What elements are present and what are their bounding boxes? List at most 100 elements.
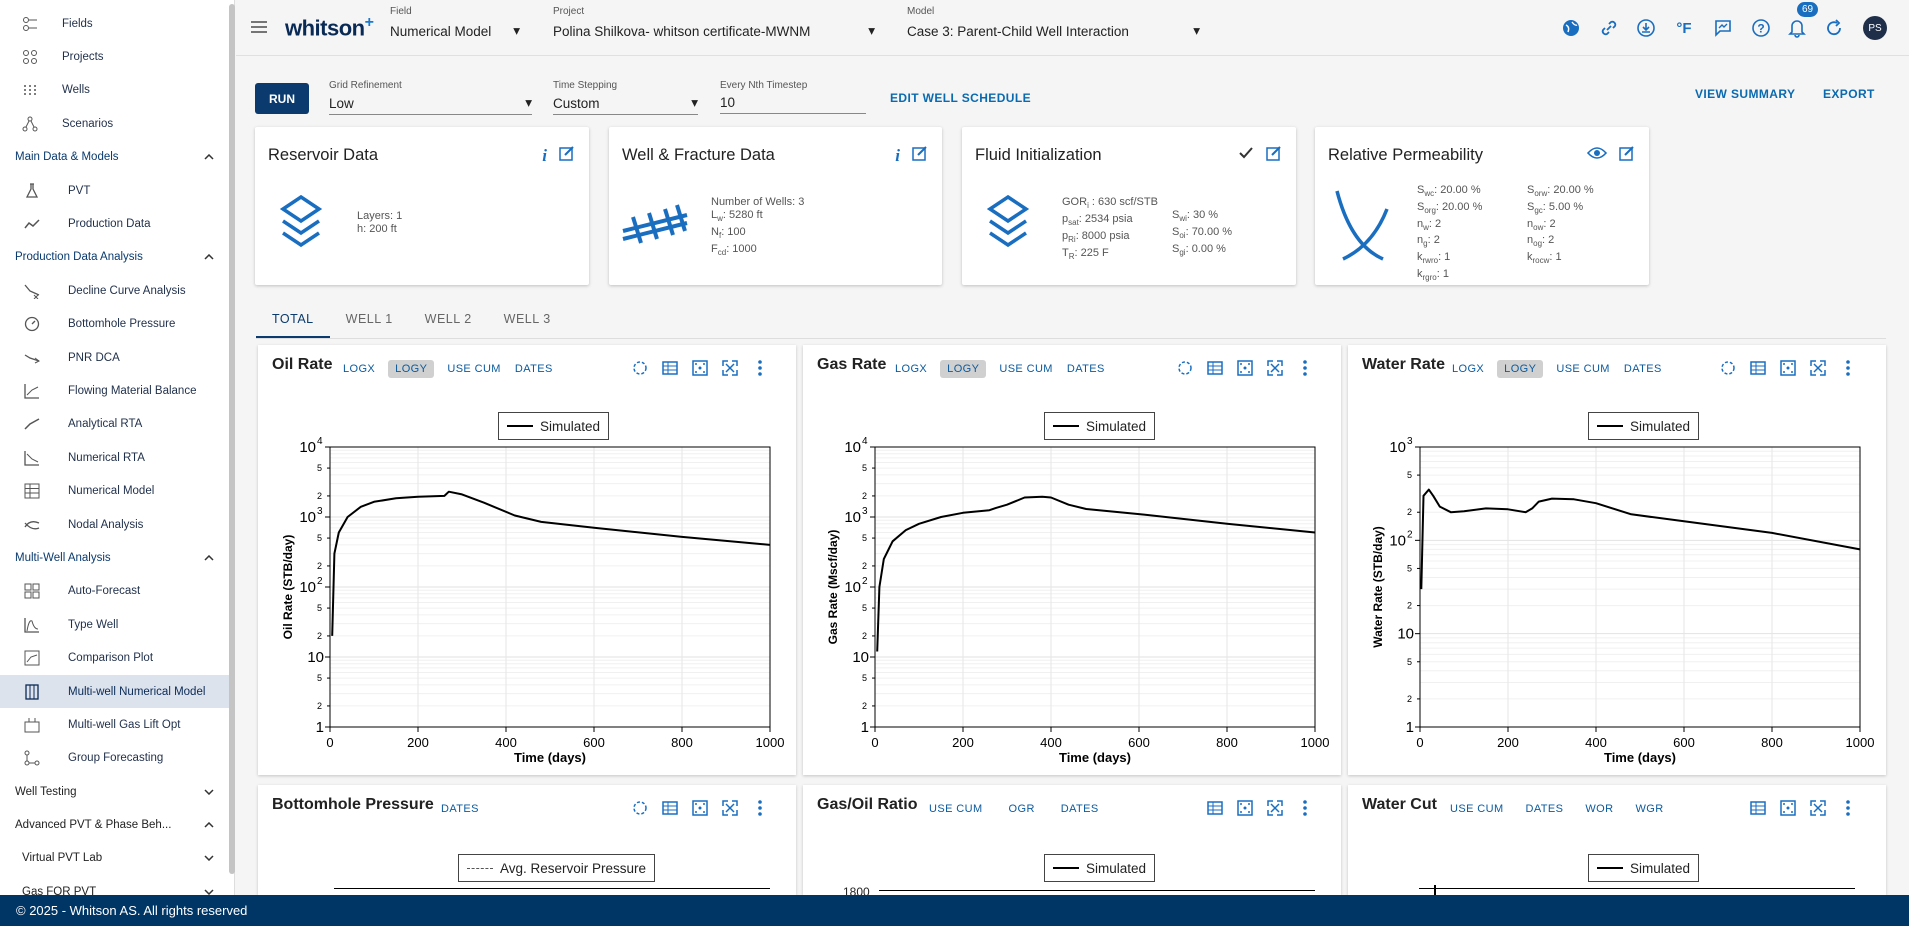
sidebar-item-projects[interactable]: Projects	[0, 40, 234, 73]
tab-well-3[interactable]: WELL 3	[503, 312, 551, 326]
feedback-icon[interactable]	[1711, 16, 1735, 40]
sidebar-item-comparison-plot[interactable]: Comparison Plot	[0, 641, 234, 674]
dates-toggle[interactable]: DATES	[1525, 803, 1564, 815]
logy-toggle[interactable]: LOGY	[940, 360, 987, 378]
more-options-icon[interactable]	[1295, 358, 1315, 378]
dates-toggle[interactable]: DATES	[514, 363, 553, 375]
sidebar-item-numerical-rta[interactable]: Numerical RTA	[0, 441, 234, 474]
time-stepping-select[interactable]: Time Stepping Custom ▾	[553, 80, 698, 115]
sidebar-item-type-well[interactable]: Type Well	[0, 608, 234, 641]
tab-well-2[interactable]: WELL 2	[424, 312, 472, 326]
dates-toggle[interactable]: DATES	[1060, 803, 1099, 815]
edit-icon[interactable]	[1266, 145, 1282, 166]
link-icon[interactable]	[1597, 16, 1621, 40]
edit-icon[interactable]	[559, 145, 575, 166]
fullscreen-icon[interactable]	[720, 798, 740, 818]
sidebar-item-analytical-rta[interactable]: Analytical RTA	[0, 408, 234, 441]
autoscale-icon[interactable]	[1778, 358, 1798, 378]
chart-legend[interactable]: Avg. Reservoir Pressure	[458, 854, 656, 882]
section-advanced-pvt[interactable]: Advanced PVT & Phase Beh...	[0, 808, 234, 841]
lasso-select-icon[interactable]	[630, 358, 650, 378]
logx-toggle[interactable]: LOGX	[343, 363, 376, 375]
series-line-simulated[interactable]	[1420, 488, 1861, 590]
ogr-toggle[interactable]: OGR	[1008, 803, 1035, 815]
table-icon[interactable]	[660, 358, 680, 378]
sidebar-item-bottomhole-pressure[interactable]: Bottomhole Pressure	[0, 308, 234, 341]
wgr-toggle[interactable]: WGR	[1635, 803, 1664, 815]
sidebar-item-auto-forecast[interactable]: Auto-Forecast	[0, 575, 234, 608]
autoscale-icon[interactable]	[690, 358, 710, 378]
project-select[interactable]: Project Polina Shilkova- whitson certifi…	[553, 6, 875, 39]
use-cum-toggle[interactable]: USE CUM	[1556, 363, 1610, 375]
dates-toggle[interactable]: DATES	[441, 803, 479, 815]
lasso-select-icon[interactable]	[1175, 358, 1195, 378]
view-summary-button[interactable]: VIEW SUMMARY	[1695, 87, 1796, 101]
whitson-logo[interactable]: whitson+	[285, 14, 374, 41]
sidebar-item-multi-well-gas-lift-opt[interactable]: Multi-well Gas Lift Opt	[0, 708, 234, 741]
sidebar-item-fields[interactable]: Fields	[0, 7, 234, 40]
fullscreen-icon[interactable]	[1808, 358, 1828, 378]
info-icon[interactable]: i	[895, 145, 900, 165]
sidebar-item-scenarios[interactable]: Scenarios	[0, 107, 234, 140]
chart-legend[interactable]: Simulated	[498, 412, 610, 440]
more-options-icon[interactable]	[750, 798, 770, 818]
use-cum-toggle[interactable]: USE CUM	[929, 803, 983, 815]
eye-icon[interactable]	[1586, 146, 1608, 165]
logy-toggle[interactable]: LOGY	[388, 360, 435, 378]
grid-refinement-select[interactable]: Grid Refinement Low ▾	[329, 80, 532, 115]
sidebar-item-nodal-analysis[interactable]: Nodal Analysis	[0, 508, 234, 541]
sidebar-item-wells[interactable]: Wells	[0, 74, 234, 107]
wor-toggle[interactable]: WOR	[1585, 803, 1614, 815]
sidebar-item-decline-curve-analysis[interactable]: Decline Curve Analysis	[0, 274, 234, 307]
more-options-icon[interactable]	[1838, 798, 1858, 818]
more-options-icon[interactable]	[1838, 358, 1858, 378]
logx-toggle[interactable]: LOGX	[1452, 363, 1485, 375]
use-cum-toggle[interactable]: USE CUM	[1450, 803, 1504, 815]
section-main-data[interactable]: Main Data & Models	[0, 141, 234, 174]
notifications-icon[interactable]: 69	[1785, 2, 1819, 40]
section-well-testing[interactable]: Well Testing	[0, 775, 234, 808]
logy-toggle[interactable]: LOGY	[1497, 360, 1544, 378]
use-cum-toggle[interactable]: USE CUM	[999, 363, 1053, 375]
edit-well-schedule-button[interactable]: EDIT WELL SCHEDULE	[890, 91, 1031, 105]
use-cum-toggle[interactable]: USE CUM	[447, 363, 501, 375]
section-production-data-analysis[interactable]: Production Data Analysis	[0, 241, 234, 274]
sidebar-item-group-forecasting[interactable]: Group Forecasting	[0, 742, 234, 775]
sidebar-scrollbar[interactable]	[229, 4, 235, 874]
chart-legend[interactable]: Simulated	[1588, 854, 1700, 882]
sidebar-item-pvt[interactable]: PVT	[0, 174, 234, 207]
download-icon[interactable]	[1634, 16, 1658, 40]
table-icon[interactable]	[1205, 358, 1225, 378]
units-toggle[interactable]: °F	[1676, 19, 1692, 37]
chart-legend[interactable]: Simulated	[1044, 854, 1156, 882]
tab-total[interactable]: TOTAL	[256, 306, 330, 338]
more-options-icon[interactable]	[1295, 798, 1315, 818]
logx-toggle[interactable]: LOGX	[895, 363, 928, 375]
run-button[interactable]: RUN	[255, 83, 309, 114]
fullscreen-icon[interactable]	[720, 358, 740, 378]
autoscale-icon[interactable]	[1235, 358, 1255, 378]
edit-icon[interactable]	[1619, 145, 1635, 166]
sidebar-item-flowing-material-balance[interactable]: Flowing Material Balance	[0, 374, 234, 407]
lasso-select-icon[interactable]	[630, 798, 650, 818]
more-options-icon[interactable]	[750, 358, 770, 378]
fullscreen-icon[interactable]	[1265, 358, 1285, 378]
autoscale-icon[interactable]	[1778, 798, 1798, 818]
table-icon[interactable]	[660, 798, 680, 818]
table-icon[interactable]	[1748, 358, 1768, 378]
autoscale-icon[interactable]	[690, 798, 710, 818]
section-multi-well-analysis[interactable]: Multi-Well Analysis	[0, 541, 234, 574]
help-icon[interactable]: ?	[1749, 16, 1773, 40]
globe-icon[interactable]	[1559, 16, 1583, 40]
chart-legend[interactable]: Simulated	[1044, 412, 1156, 440]
avatar[interactable]: PS	[1863, 16, 1887, 40]
edit-icon[interactable]	[912, 145, 928, 166]
dates-toggle[interactable]: DATES	[1623, 363, 1662, 375]
sidebar-item-pnr-dca[interactable]: PNR DCA	[0, 341, 234, 374]
chart-legend[interactable]: Simulated	[1588, 412, 1700, 440]
export-button[interactable]: EXPORT	[1823, 87, 1875, 101]
series-line-simulated[interactable]	[876, 495, 1316, 652]
refresh-icon[interactable]	[1822, 16, 1846, 40]
